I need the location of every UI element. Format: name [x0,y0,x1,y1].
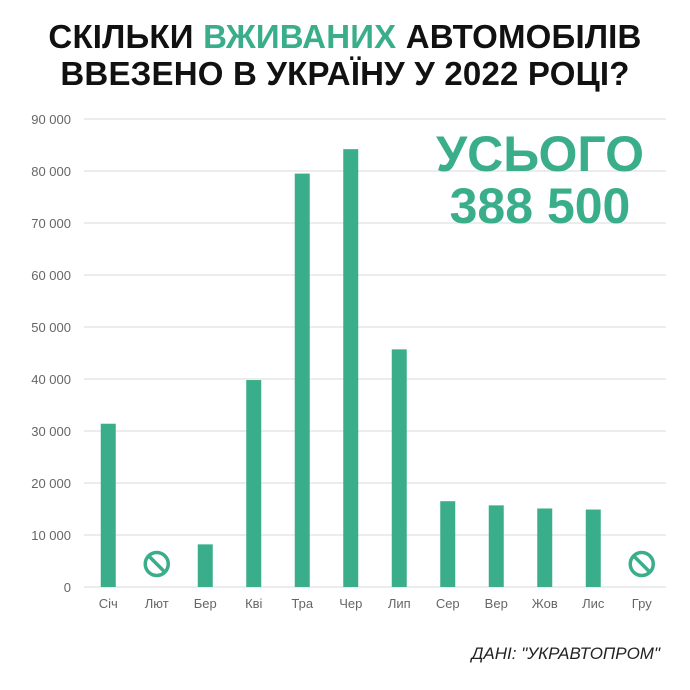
no-entry-icon [143,550,170,578]
title-part1: СКІЛЬКИ [48,18,204,55]
bar [585,509,601,587]
data-source: ДАНІ: "УКРАВТОПРОМ" [471,644,660,663]
bar [197,544,213,587]
y-tick-label: 80 000 [31,164,71,179]
total-callout: УСЬОГО 388 500 [420,128,660,232]
x-tick-label: Січ [99,596,118,611]
x-tick-label: Жов [532,596,558,611]
x-tick-label: Гру [632,596,652,611]
x-tick-label: Лис [582,596,605,611]
x-tick-label: Лип [388,596,411,611]
y-tick-label: 40 000 [31,372,71,387]
bar [294,173,310,587]
bar [343,149,359,587]
total-value: 388 500 [449,178,631,234]
x-tick-label: Бер [194,596,217,611]
x-tick-label: Кві [245,596,262,611]
x-tick-label: Лют [145,596,169,611]
y-tick-label: 10 000 [31,528,71,543]
title-accent: ВЖИВАНИХ [203,18,397,55]
x-tick-label: Вер [485,596,508,611]
title-line2: ВВЕЗЕНО В УКРАЇНУ У 2022 РОЦІ? [60,55,630,92]
total-label: УСЬОГО [436,126,644,182]
y-tick-label: 0 [64,580,71,595]
y-tick-label: 50 000 [31,320,71,335]
x-tick-label: Сер [436,596,460,611]
bar [246,380,262,587]
y-tick-label: 90 000 [31,112,71,127]
no-entry-icon [628,550,655,578]
title-part2: АВТОМОБІЛІВ [396,18,642,55]
bar [537,508,553,587]
y-tick-label: 70 000 [31,216,71,231]
bar [100,423,116,587]
bar [440,501,456,587]
x-tick-label: Тра [291,596,313,611]
bar [391,349,407,587]
y-tick-label: 60 000 [31,268,71,283]
chart-title: СКІЛЬКИ ВЖИВАНИХ АВТОМОБІЛІВ ВВЕЗЕНО В У… [0,18,690,92]
bar [488,505,504,587]
y-tick-label: 20 000 [31,476,71,491]
y-tick-label: 30 000 [31,424,71,439]
x-tick-label: Чер [339,596,362,611]
